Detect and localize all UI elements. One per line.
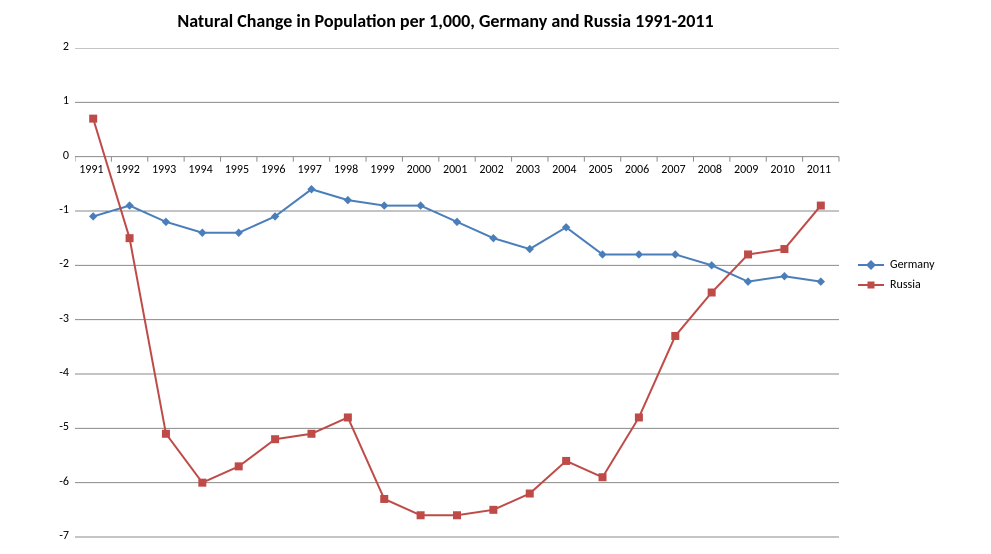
marker-square — [235, 463, 242, 470]
x-tick-label: 2008 — [698, 163, 722, 177]
series-line-russia — [93, 119, 821, 516]
marker-diamond — [381, 202, 388, 209]
legend-line — [858, 264, 884, 266]
square-icon — [868, 282, 875, 289]
y-tick-label: -5 — [59, 420, 69, 434]
plot-area — [75, 48, 840, 538]
marker-diamond — [745, 278, 752, 285]
x-tick-label: 2009 — [734, 163, 758, 177]
x-tick-label: 1994 — [188, 163, 212, 177]
chart-title: Natural Change in Population per 1,000, … — [0, 10, 891, 32]
x-tick-label: 2004 — [552, 163, 576, 177]
legend: Germany Russia — [858, 258, 935, 298]
marker-square — [272, 436, 279, 443]
x-tick-label: 1993 — [152, 163, 176, 177]
legend-item-germany: Germany — [858, 258, 935, 272]
marker-square — [781, 246, 788, 253]
y-tick-label: -6 — [59, 475, 69, 489]
x-tick-label: 2006 — [625, 163, 649, 177]
marker-diamond — [672, 251, 679, 258]
marker-square — [599, 474, 606, 481]
diamond-icon — [866, 260, 876, 270]
marker-square — [344, 414, 351, 421]
marker-square — [672, 332, 679, 339]
y-tick-label: -3 — [59, 312, 69, 326]
marker-diamond — [490, 235, 497, 242]
y-tick-label: -7 — [59, 529, 69, 543]
x-tick-label: 1995 — [225, 163, 249, 177]
x-tick-label: 2002 — [479, 163, 503, 177]
marker-square — [308, 430, 315, 437]
y-tick-label: 1 — [63, 94, 69, 108]
y-tick-label: 0 — [63, 149, 69, 163]
marker-square — [526, 490, 533, 497]
y-tick-label: -1 — [59, 203, 69, 217]
x-tick-label: 1991 — [79, 163, 103, 177]
y-tick-label: -4 — [59, 366, 69, 380]
legend-label: Russia — [890, 278, 921, 292]
marker-square — [162, 430, 169, 437]
marker-diamond — [199, 229, 206, 236]
marker-diamond — [126, 202, 133, 209]
marker-diamond — [344, 197, 351, 204]
y-tick-label: -2 — [59, 257, 69, 271]
legend-label: Germany — [890, 258, 935, 272]
marker-diamond — [90, 213, 97, 220]
legend-line — [858, 284, 884, 286]
x-tick-label: 2000 — [407, 163, 431, 177]
marker-diamond — [417, 202, 424, 209]
marker-square — [490, 506, 497, 513]
x-tick-label: 1997 — [297, 163, 321, 177]
x-tick-label: 2007 — [661, 163, 685, 177]
marker-square — [817, 202, 824, 209]
chart-container: Natural Change in Population per 1,000, … — [0, 0, 991, 554]
marker-square — [90, 115, 97, 122]
marker-square — [745, 251, 752, 258]
x-tick-label: 2011 — [807, 163, 831, 177]
marker-diamond — [162, 218, 169, 225]
marker-diamond — [781, 273, 788, 280]
legend-item-russia: Russia — [858, 278, 935, 292]
x-tick-label: 2001 — [443, 163, 467, 177]
y-tick-label: 2 — [63, 40, 69, 54]
x-tick-label: 1992 — [116, 163, 140, 177]
x-tick-label: 1999 — [370, 163, 394, 177]
x-tick-label: 1998 — [334, 163, 358, 177]
x-tick-label: 2003 — [516, 163, 540, 177]
marker-square — [126, 235, 133, 242]
marker-diamond — [817, 278, 824, 285]
marker-square — [563, 457, 570, 464]
marker-square — [708, 289, 715, 296]
marker-square — [635, 414, 642, 421]
marker-square — [381, 495, 388, 502]
marker-square — [454, 512, 461, 519]
marker-square — [417, 512, 424, 519]
x-tick-label: 2005 — [589, 163, 613, 177]
x-tick-label: 2010 — [770, 163, 794, 177]
marker-diamond — [708, 262, 715, 269]
marker-diamond — [454, 218, 461, 225]
marker-diamond — [635, 251, 642, 258]
marker-diamond — [235, 229, 242, 236]
x-tick-label: 1996 — [261, 163, 285, 177]
marker-square — [199, 479, 206, 486]
